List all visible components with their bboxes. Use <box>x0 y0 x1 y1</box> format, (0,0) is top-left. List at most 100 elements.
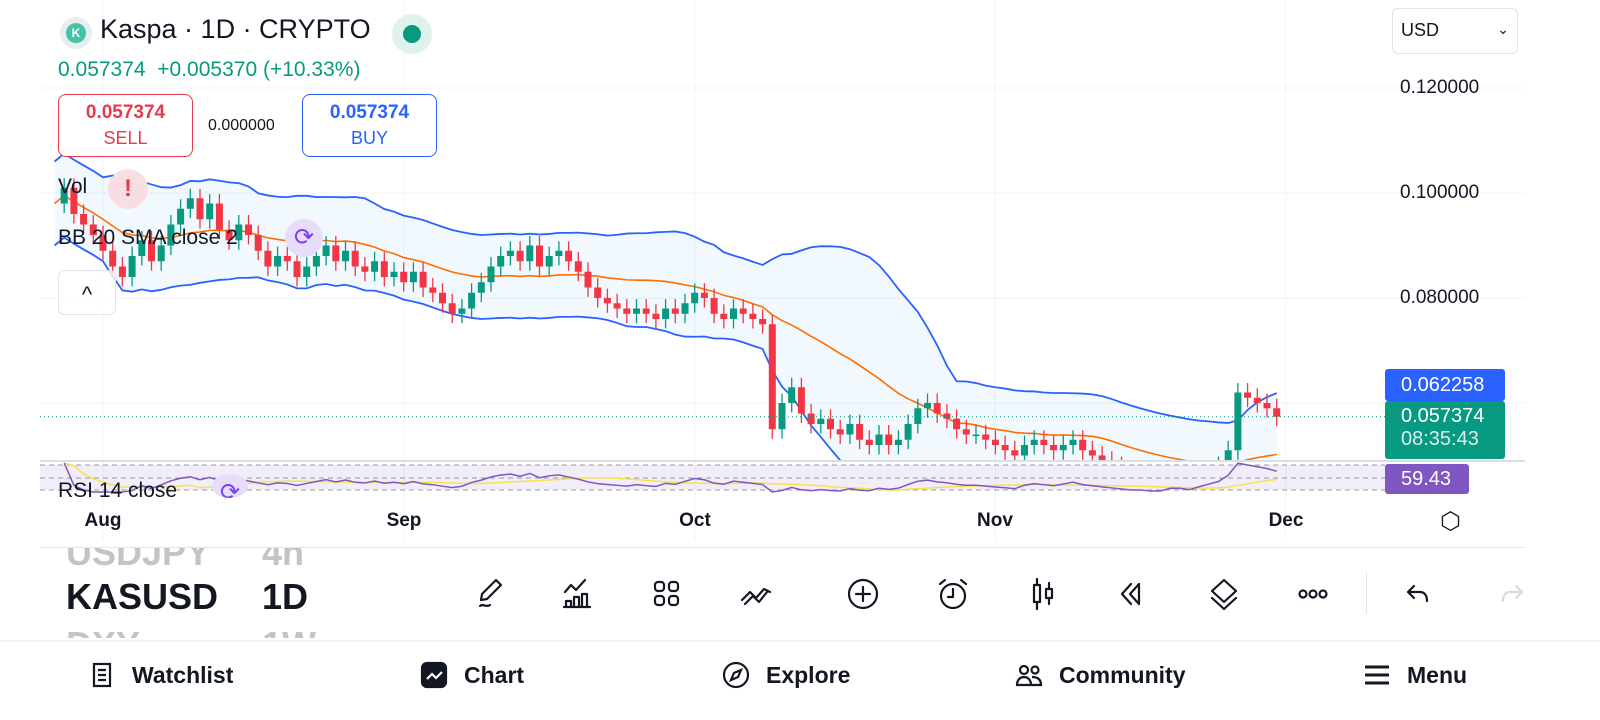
sell-price: 0.057374 <box>85 102 166 123</box>
bb-upper-tag: 0.062258 <box>1385 369 1505 401</box>
candle-body <box>1244 392 1252 398</box>
candle-body <box>361 266 369 272</box>
candle-body <box>1001 445 1009 451</box>
candle-body <box>148 240 155 262</box>
nav-menu[interactable]: Menu <box>1363 656 1467 694</box>
rsi-indicator-label[interactable]: RSI 14 close <box>58 479 178 499</box>
candle-body <box>545 256 553 267</box>
nav-chart[interactable]: Chart <box>420 656 524 694</box>
rsi-sync-icon[interactable]: ⟳ <box>212 474 248 498</box>
add-plus-icon[interactable] <box>841 572 885 616</box>
nav-explore[interactable]: Explore <box>722 656 850 694</box>
candle-body <box>526 245 534 262</box>
vol-indicator-label[interactable]: Vol <box>58 175 88 198</box>
candle-body <box>642 308 650 314</box>
candle-body <box>885 434 893 445</box>
more-icon[interactable] <box>1291 572 1335 616</box>
candle-body <box>613 303 621 309</box>
candle-body <box>1263 403 1271 409</box>
chevron-down-icon: ⌄ <box>1497 21 1509 37</box>
buy-button[interactable]: 0.057374 BUY <box>302 94 437 157</box>
symbol-title[interactable]: Kaspa · 1D · CRYPTO <box>100 14 371 44</box>
candle-body <box>914 408 922 424</box>
price-chart[interactable] <box>0 0 1600 545</box>
draw-pencil-icon[interactable] <box>468 572 512 616</box>
candle-body <box>759 319 767 325</box>
candle-body <box>458 308 466 314</box>
candle-body <box>245 224 252 235</box>
candle-body <box>827 418 834 430</box>
sync-icon[interactable]: ⟳ <box>285 219 323 257</box>
candle-body <box>933 403 941 414</box>
candle-body <box>1224 450 1232 460</box>
candle-body <box>380 261 388 277</box>
spread: 0.000000 <box>208 117 275 134</box>
candle-body <box>409 271 417 283</box>
candle-body <box>953 418 961 430</box>
nav-community[interactable]: Community <box>1015 656 1186 694</box>
candle-body <box>419 271 427 288</box>
candle-body <box>720 313 728 319</box>
layouts-grid-icon[interactable] <box>645 572 689 616</box>
nav-watchlist[interactable]: Watchlist <box>88 656 233 694</box>
candle-body <box>778 403 786 430</box>
bb-upper-line <box>53 152 1278 424</box>
candle-body <box>894 439 902 445</box>
candle-body <box>574 261 582 272</box>
sell-button[interactable]: 0.057374 SELL <box>58 94 193 157</box>
candle-body <box>70 187 78 214</box>
candle-body <box>283 256 291 262</box>
redo-icon[interactable] <box>1488 572 1532 616</box>
layers-icon[interactable] <box>1202 572 1246 616</box>
candle-body <box>594 287 602 298</box>
watchlist-icon <box>92 662 112 688</box>
candle-body <box>982 434 990 440</box>
indicators-icon[interactable] <box>556 572 600 616</box>
candle-body <box>332 245 340 262</box>
market-status-icon[interactable] <box>392 14 432 54</box>
candle-body <box>497 256 505 267</box>
community-icon <box>1015 664 1043 687</box>
candle-body <box>623 308 631 314</box>
candle-body <box>565 250 573 262</box>
candle-body <box>603 298 611 304</box>
undo-icon[interactable] <box>1398 572 1442 616</box>
candle-body <box>710 298 718 314</box>
candle-body <box>836 429 844 435</box>
candle-body <box>254 235 262 251</box>
candle-body <box>506 250 514 256</box>
menu-icon <box>1365 665 1389 685</box>
candle-body <box>1021 445 1028 456</box>
collapse-legend-button[interactable]: ^ <box>58 270 116 315</box>
replay-icon[interactable] <box>1110 572 1154 616</box>
chart-settings-icon[interactable]: ⬡ <box>1440 508 1461 535</box>
alert-clock-icon[interactable] <box>931 572 975 616</box>
candle-body <box>118 266 126 277</box>
compass-icon <box>722 661 750 689</box>
drawing-trend-icon[interactable] <box>735 572 779 616</box>
candles-icon[interactable] <box>1021 572 1065 616</box>
candle-body <box>186 198 194 209</box>
candle-body <box>1030 439 1038 445</box>
candle-body <box>177 208 185 225</box>
candle-body <box>700 292 708 298</box>
candle-body <box>1234 392 1242 451</box>
rsi-line <box>63 462 1277 493</box>
picker-item: USDJPY 4h <box>66 548 305 573</box>
candle-body <box>235 224 243 241</box>
warning-icon[interactable]: ! <box>108 169 148 209</box>
candle-body <box>215 203 223 230</box>
price-axis-label: 0.120000 <box>1400 77 1480 98</box>
bb-indicator-label[interactable]: BB 20 SMA close 2 <box>58 226 238 249</box>
candle-body <box>943 413 951 419</box>
candle-body <box>904 424 912 440</box>
candle-body <box>536 245 543 267</box>
picker-item: DXY1W <box>0 624 440 638</box>
currency-select[interactable]: USD ⌄ <box>1392 8 1518 54</box>
candle-body <box>681 303 689 314</box>
candle-body <box>846 424 854 435</box>
change-pct: (+10.33%) <box>262 58 361 81</box>
candle-body <box>1050 445 1058 451</box>
price-change: 0.057374 +0.005370 (+10.33%) <box>58 58 360 82</box>
